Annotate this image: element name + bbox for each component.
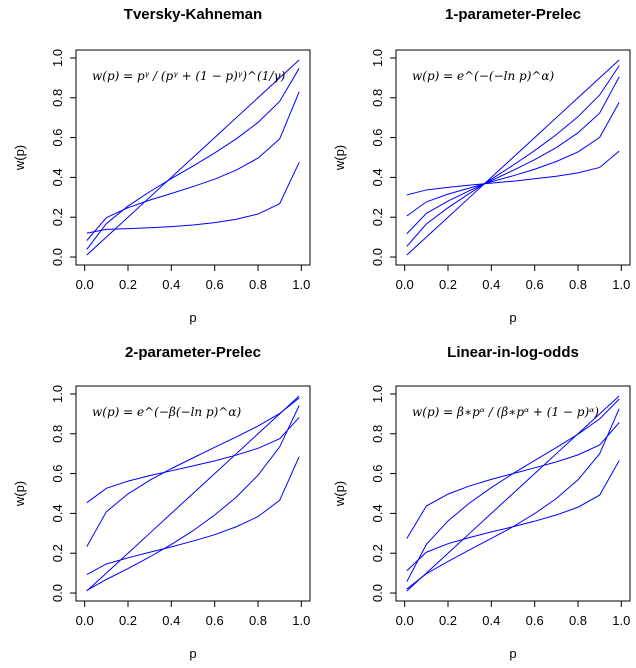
x-tick-label: 1.0 — [612, 613, 630, 628]
x-tick-label: 0.0 — [76, 277, 94, 292]
panel: Linear-in-log-odds 0.0 0.2 0.4 0.6 0.8 1.0 0.0 0… — [332, 344, 631, 661]
curve — [406, 408, 620, 590]
y-tick-label: 0.0 — [50, 248, 65, 266]
curve — [86, 397, 300, 547]
y-tick-label: 0.4 — [370, 168, 385, 186]
y-axis-label: w(p) — [332, 145, 347, 171]
panel-title: Tversky-Kahneman — [124, 6, 262, 23]
x-axis-label: p — [509, 646, 516, 661]
x-axis-label: p — [189, 646, 196, 661]
y-axis-label: w(p) — [12, 481, 27, 507]
curve — [86, 68, 300, 250]
y-tick-label: 0.2 — [50, 208, 65, 226]
y-axis-label: w(p) — [12, 145, 27, 171]
formula: w(p) = e^(−(−ln p)^α) — [412, 69, 555, 83]
y-tick-label: 0.6 — [50, 465, 65, 483]
y-tick-label: 0.4 — [370, 504, 385, 522]
y-tick-label: 0.2 — [370, 208, 385, 226]
curve — [86, 59, 300, 256]
formula: w(p) = pᵞ / (pᵞ + (1 − p)ᵞ)^(1/γ) — [92, 69, 286, 83]
formula: w(p) = β∗pᵅ / (β∗pᵅ + (1 − p)ᵅ) — [412, 405, 599, 419]
y-tick-label: 0.2 — [370, 544, 385, 562]
x-tick-label: 0.4 — [162, 277, 180, 292]
y-tick-label: 1.0 — [50, 49, 65, 67]
x-tick-label: 0.8 — [249, 277, 267, 292]
y-tick-label: 0.6 — [370, 465, 385, 483]
x-tick-label: 0.2 — [439, 613, 457, 628]
x-tick-label: 0.6 — [526, 277, 544, 292]
curve — [406, 460, 620, 572]
curve — [406, 395, 620, 592]
y-tick-label: 0.8 — [50, 89, 65, 107]
curve — [406, 422, 620, 539]
x-tick-label: 0.8 — [249, 613, 267, 628]
curve — [86, 162, 300, 234]
x-tick-label: 1.0 — [612, 277, 630, 292]
x-tick-label: 0.4 — [162, 613, 180, 628]
x-tick-label: 1.0 — [292, 613, 310, 628]
y-axis-label: w(p) — [332, 481, 347, 507]
curve — [406, 102, 620, 217]
x-tick-label: 0.0 — [76, 613, 94, 628]
curve — [406, 398, 620, 582]
x-tick-label: 0.0 — [396, 613, 414, 628]
x-tick-label: 0.4 — [482, 613, 500, 628]
formula: w(p) = e^(−β(−ln p)^α) — [92, 405, 241, 419]
y-tick-label: 0.6 — [50, 129, 65, 147]
curve — [406, 65, 620, 247]
y-tick-label: 1.0 — [50, 385, 65, 403]
y-tick-label: 0.4 — [50, 168, 65, 186]
x-tick-label: 0.8 — [569, 613, 587, 628]
x-tick-label: 0.6 — [206, 613, 224, 628]
x-axis-label: p — [189, 310, 196, 325]
y-tick-label: 1.0 — [370, 49, 385, 67]
curve — [86, 417, 300, 504]
x-tick-label: 1.0 — [292, 277, 310, 292]
x-tick-label: 0.6 — [206, 277, 224, 292]
x-tick-label: 0.0 — [396, 277, 414, 292]
y-tick-label: 0.8 — [50, 425, 65, 443]
curve — [86, 395, 300, 592]
y-tick-label: 0.2 — [50, 544, 65, 562]
y-tick-label: 0.4 — [50, 504, 65, 522]
x-tick-label: 0.2 — [439, 277, 457, 292]
y-tick-label: 0.0 — [370, 248, 385, 266]
x-tick-label: 0.2 — [119, 277, 137, 292]
curve — [406, 150, 620, 196]
y-tick-label: 0.6 — [370, 129, 385, 147]
y-tick-label: 0.0 — [370, 584, 385, 602]
y-tick-label: 0.8 — [370, 425, 385, 443]
y-tick-label: 1.0 — [370, 385, 385, 403]
curve — [86, 91, 300, 241]
x-tick-label: 0.2 — [119, 613, 137, 628]
panel: 2-parameter-Prelec 0.0 0.2 0.4 0.6 0.8 1.0 0.0 0… — [12, 344, 311, 661]
x-axis-label: p — [509, 310, 516, 325]
x-tick-label: 0.4 — [482, 277, 500, 292]
y-tick-label: 0.8 — [370, 89, 385, 107]
curve — [406, 59, 620, 256]
curve — [86, 405, 300, 591]
curve — [406, 76, 620, 235]
x-tick-label: 0.6 — [526, 613, 544, 628]
panel: Tversky-Kahneman 0.0 0.2 0.4 0.6 0.8 1.0 0.0 0.2… — [12, 6, 311, 325]
y-tick-label: 0.0 — [50, 584, 65, 602]
x-tick-label: 0.8 — [569, 277, 587, 292]
panel-title: Linear-in-log-odds — [447, 344, 579, 361]
panel-title: 1-parameter-Prelec — [445, 6, 581, 23]
panel: 1-parameter-Prelec 0.0 0.2 0.4 0.6 0.8 1.0 0.0 0… — [332, 6, 631, 325]
panel-title: 2-parameter-Prelec — [125, 344, 261, 361]
curve — [86, 456, 300, 575]
